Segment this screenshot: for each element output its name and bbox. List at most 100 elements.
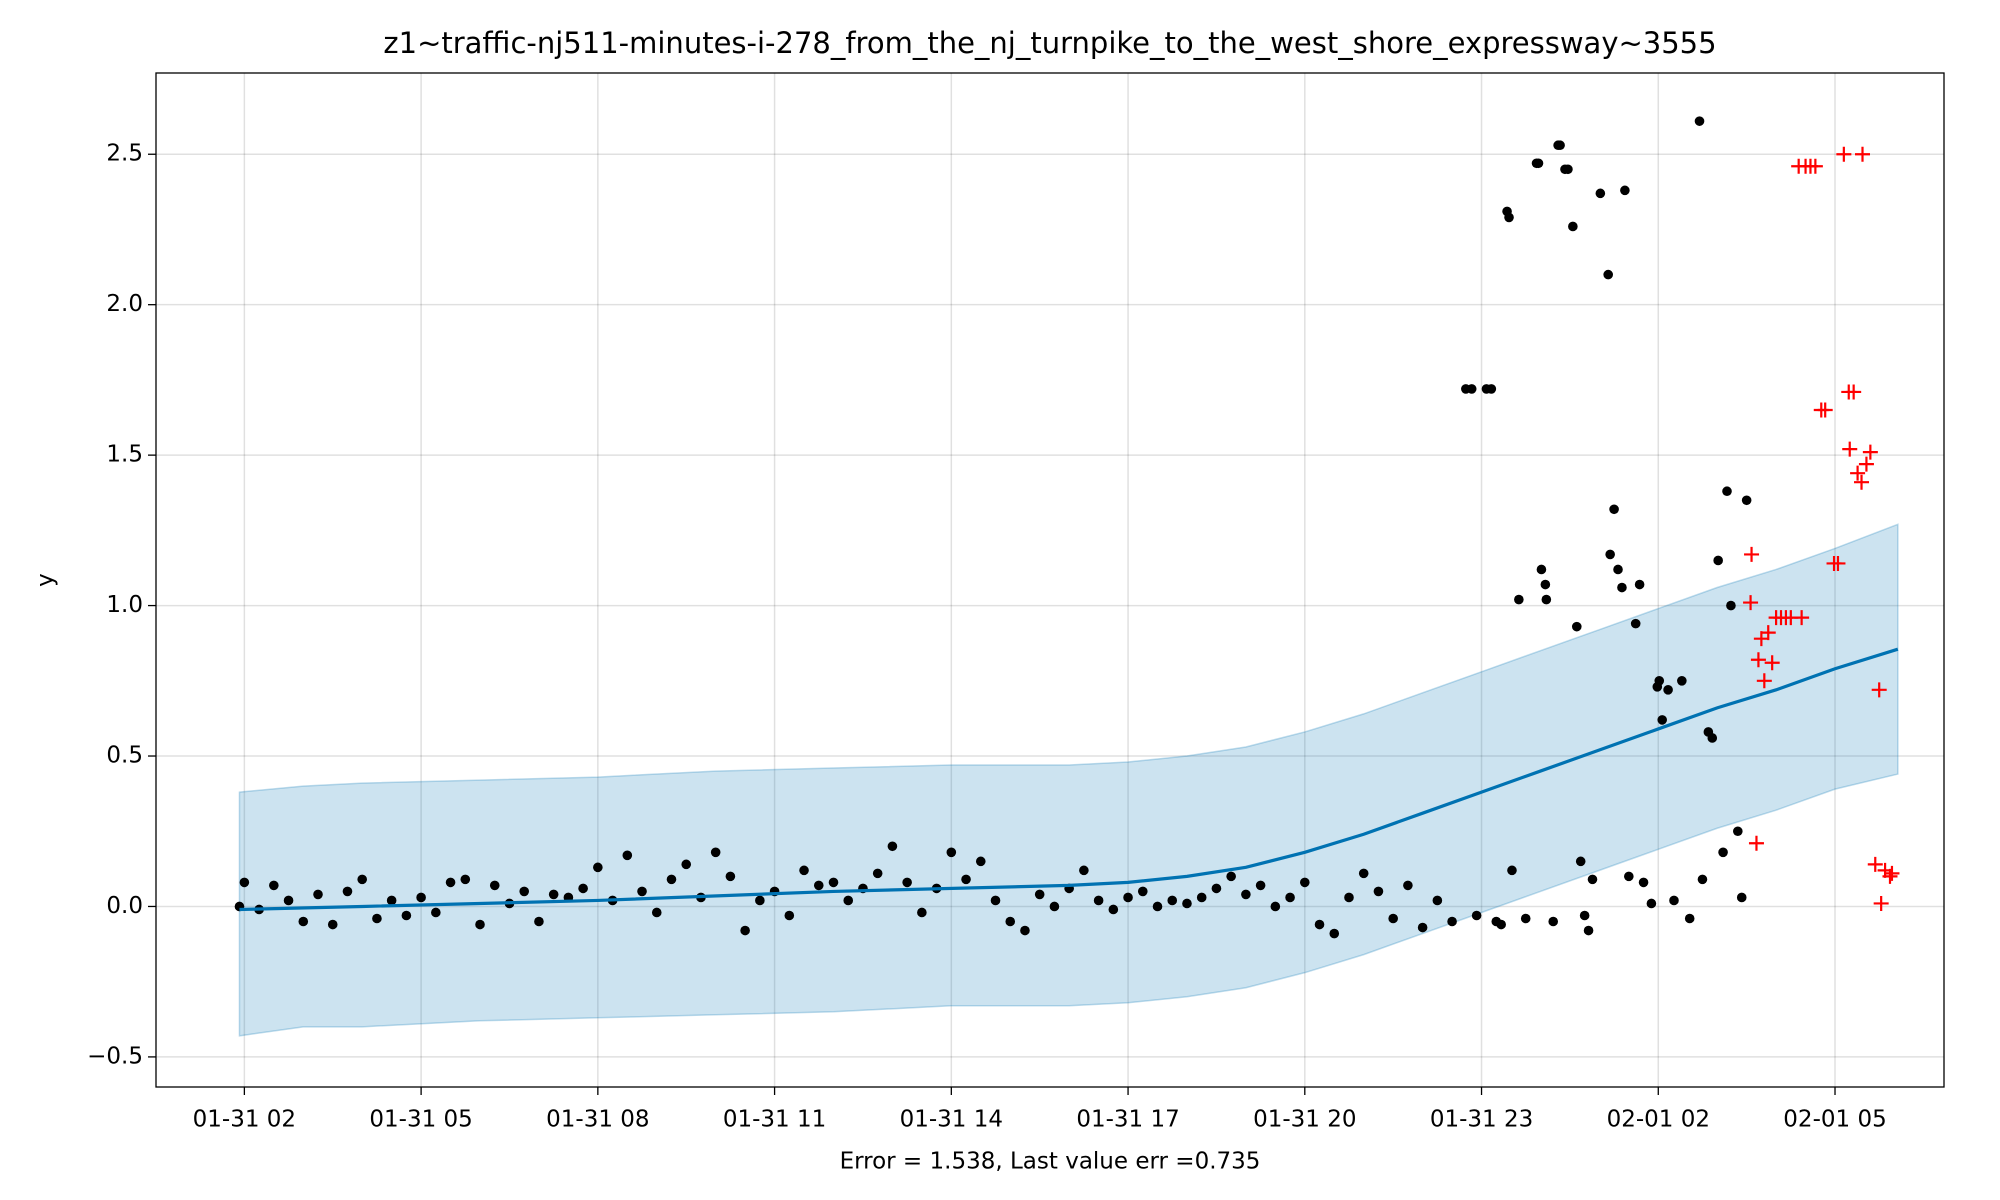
observed-point [1270,901,1281,912]
observed-point [1034,889,1045,900]
observed-point [578,883,588,894]
observed-point [1447,916,1457,927]
observed-point [1603,269,1613,280]
x-tick-label: 01-31 23 [1430,1107,1533,1133]
observed-point [1541,594,1552,605]
observed-point [681,859,692,870]
x-tick-label: 01-31 14 [900,1107,1003,1133]
observed-point [1182,898,1192,909]
observed-point [666,874,677,885]
observed-point [902,877,912,888]
observed-point [1314,919,1325,930]
observed-point [1329,928,1340,939]
observed-point [1697,874,1708,885]
future-point [1846,384,1862,400]
observed-point [1388,913,1398,924]
observed-point [1684,913,1695,924]
observed-point [283,895,294,906]
future-point [1817,402,1833,418]
x-tick-label: 01-31 20 [1253,1107,1356,1133]
observed-point [1726,600,1736,611]
observed-point [1609,504,1619,515]
observed-point [946,847,957,858]
observed-point [1108,904,1119,915]
observed-point [1226,871,1236,882]
observed-point [1536,564,1547,575]
future-point [1760,625,1776,641]
x-tick-label: 02-01 05 [1783,1107,1886,1133]
observed-point [342,886,353,897]
observed-point [975,856,986,867]
future-point [1873,895,1889,911]
observed-point [1555,140,1565,151]
observed-point [1613,564,1623,575]
observed-point [1654,675,1665,686]
observed-point [1718,847,1728,858]
observed-point [416,892,426,903]
x-tick-label: 01-31 08 [546,1107,649,1133]
observed-point [1533,158,1544,169]
observed-point [1514,594,1524,605]
observed-point [1285,892,1295,903]
y-tick-label: 2.5 [106,141,143,167]
observed-point [828,877,839,888]
observed-point [1669,895,1679,906]
future-point [1744,546,1760,562]
observed-point [1005,916,1016,927]
observed-point [887,841,898,852]
uncertainty-band [238,523,1899,1037]
observed-point [548,889,559,900]
observed-point [489,880,500,891]
observed-point [843,895,854,906]
observed-point [593,862,603,873]
future-point [1836,146,1852,162]
observed-point [1255,880,1266,891]
future-point [1871,682,1887,698]
observed-point [813,880,824,891]
observed-point [1486,384,1497,394]
observed-point [357,874,367,885]
observed-point [784,910,795,921]
future-point [1854,474,1870,490]
observed-point [1646,898,1657,909]
observed-point [1432,895,1443,906]
x-tick-label: 01-31 02 [193,1107,296,1133]
observed-point [1020,925,1030,936]
y-tick-label: 0.5 [106,743,143,769]
observed-point [1677,675,1687,686]
observed-point [1707,733,1718,743]
observed-point [327,919,338,930]
observed-point [1638,877,1649,888]
observed-point [1373,886,1384,897]
observed-point [1568,221,1578,232]
observed-point [1663,685,1673,695]
observed-point [755,895,765,906]
observed-point [1583,925,1594,936]
observed-point [1299,877,1310,888]
observed-point [445,877,456,888]
observed-point [1123,892,1133,903]
x-tick-label: 01-31 11 [723,1107,826,1133]
observed-point [622,850,633,861]
x-tick-label: 01-31 05 [369,1107,472,1133]
observed-point [725,871,736,882]
observed-point [534,916,544,927]
observed-point [1563,164,1573,175]
observed-point [1694,116,1705,126]
observed-point [1049,901,1060,912]
observed-point [1152,901,1163,912]
future-point [1862,444,1878,460]
observed-point [961,874,971,885]
observed-point [313,889,323,900]
plot-frame [155,72,1945,1088]
observed-point [1579,910,1590,921]
future-point [1750,652,1766,668]
observed-point [1241,889,1251,900]
observed-point [1634,579,1645,590]
future-point [1867,856,1883,872]
observed-point [1713,555,1723,566]
observed-point [372,913,382,924]
observed-point [1196,892,1207,903]
